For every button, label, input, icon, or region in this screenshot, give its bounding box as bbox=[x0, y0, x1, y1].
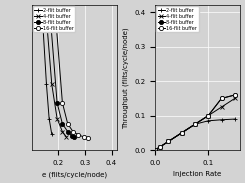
Line: 16-flit buffer: 16-flit buffer bbox=[54, 16, 90, 140]
8-flit buffer bbox=[159, 145, 162, 148]
2-flit buffer bbox=[50, 133, 53, 135]
4-flit buffer bbox=[65, 136, 68, 138]
4-flit buffer bbox=[207, 115, 210, 117]
16-flit buffer bbox=[233, 94, 236, 96]
16-flit buffer bbox=[180, 132, 183, 134]
8-flit buffer bbox=[61, 123, 64, 125]
16-flit buffer bbox=[207, 115, 210, 117]
8-flit buffer bbox=[70, 135, 73, 137]
Line: 2-flit buffer: 2-flit buffer bbox=[153, 117, 237, 152]
8-flit buffer bbox=[56, 102, 59, 104]
4-flit buffer bbox=[220, 106, 223, 108]
X-axis label: Injection Rate: Injection Rate bbox=[173, 171, 222, 177]
2-flit buffer bbox=[45, 83, 48, 85]
8-flit buffer bbox=[207, 115, 210, 117]
8-flit buffer bbox=[220, 97, 223, 100]
16-flit buffer bbox=[82, 136, 85, 138]
2-flit buffer bbox=[167, 140, 170, 143]
Line: 2-flit buffer: 2-flit buffer bbox=[40, 16, 54, 136]
2-flit buffer bbox=[207, 120, 210, 122]
16-flit buffer bbox=[86, 137, 89, 139]
8-flit buffer bbox=[180, 132, 183, 134]
2-flit buffer bbox=[48, 117, 50, 120]
Line: 8-flit buffer: 8-flit buffer bbox=[153, 93, 237, 152]
2-flit buffer bbox=[233, 118, 236, 120]
Y-axis label: Throughput (flits/cycle/node): Throughput (flits/cycle/node) bbox=[122, 27, 129, 129]
Line: 4-flit buffer: 4-flit buffer bbox=[44, 16, 68, 139]
Line: 16-flit buffer: 16-flit buffer bbox=[153, 93, 237, 152]
Legend: 2-flit buffer, 4-flit buffer, 8-flit buffer, 16-flit buffer: 2-flit buffer, 4-flit buffer, 8-flit buf… bbox=[33, 6, 75, 32]
16-flit buffer bbox=[54, 18, 57, 20]
4-flit buffer bbox=[61, 130, 64, 133]
16-flit buffer bbox=[159, 145, 162, 148]
2-flit buffer bbox=[194, 123, 196, 125]
4-flit buffer bbox=[180, 132, 183, 134]
16-flit buffer bbox=[61, 102, 64, 104]
16-flit buffer bbox=[154, 149, 157, 151]
8-flit buffer bbox=[233, 94, 236, 96]
4-flit buffer bbox=[56, 117, 59, 120]
4-flit buffer bbox=[159, 145, 162, 148]
16-flit buffer bbox=[66, 123, 69, 125]
2-flit buffer bbox=[220, 119, 223, 121]
2-flit buffer bbox=[159, 145, 162, 148]
4-flit buffer bbox=[194, 123, 196, 125]
Line: 8-flit buffer: 8-flit buffer bbox=[48, 16, 76, 139]
16-flit buffer bbox=[194, 123, 196, 125]
Legend: 2-flit buffer, 4-flit buffer, 8-flit buffer, 16-flit buffer: 2-flit buffer, 4-flit buffer, 8-flit buf… bbox=[156, 6, 199, 32]
16-flit buffer bbox=[72, 130, 74, 133]
8-flit buffer bbox=[66, 130, 69, 133]
8-flit buffer bbox=[49, 18, 52, 20]
4-flit buffer bbox=[45, 18, 48, 20]
8-flit buffer bbox=[73, 136, 76, 139]
8-flit buffer bbox=[194, 123, 196, 125]
2-flit buffer bbox=[154, 149, 157, 151]
8-flit buffer bbox=[154, 149, 157, 151]
16-flit buffer bbox=[77, 134, 80, 136]
16-flit buffer bbox=[220, 97, 223, 100]
X-axis label: e (flits/cycle/node): e (flits/cycle/node) bbox=[42, 171, 107, 178]
8-flit buffer bbox=[167, 140, 170, 143]
4-flit buffer bbox=[167, 140, 170, 143]
4-flit buffer bbox=[154, 149, 157, 151]
16-flit buffer bbox=[167, 140, 170, 143]
2-flit buffer bbox=[41, 18, 44, 20]
2-flit buffer bbox=[180, 132, 183, 134]
Line: 4-flit buffer: 4-flit buffer bbox=[153, 96, 237, 152]
4-flit buffer bbox=[50, 83, 53, 85]
4-flit buffer bbox=[233, 97, 236, 100]
